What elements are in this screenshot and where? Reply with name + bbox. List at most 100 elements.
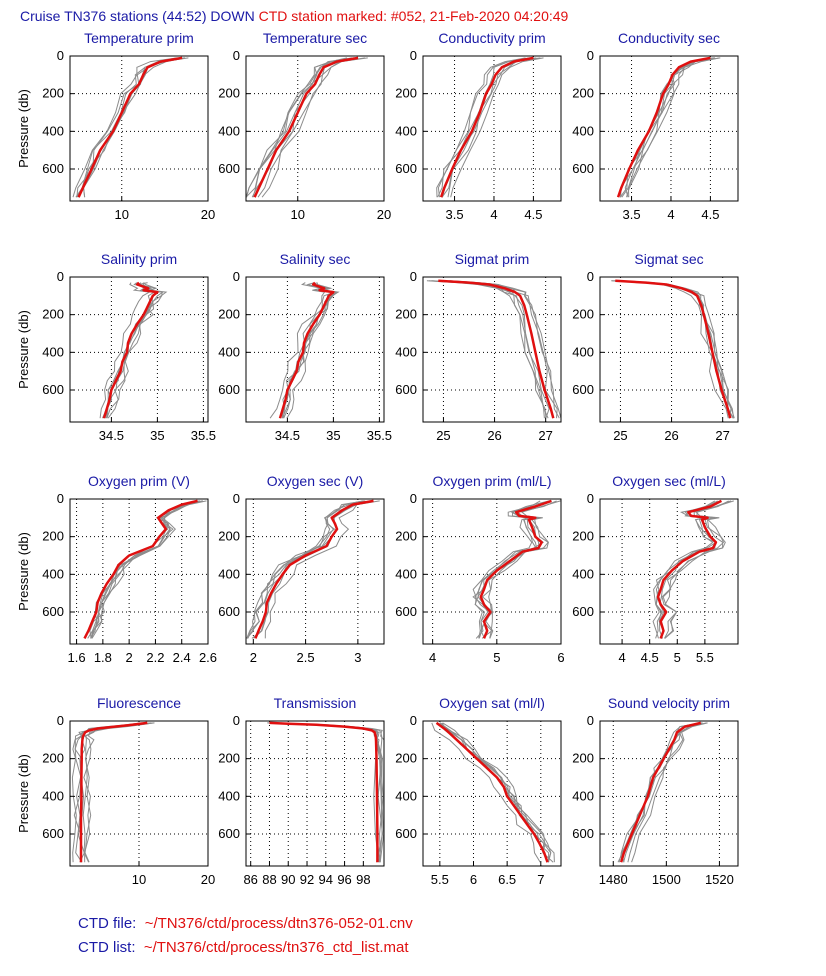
other-station-profile	[246, 57, 352, 198]
x-tick-label: 6.5	[498, 872, 516, 887]
marked-station-profile	[656, 499, 722, 639]
other-station-profile	[251, 500, 370, 639]
x-tick-label: 3.5	[446, 207, 464, 222]
other-station-profile	[428, 280, 545, 419]
other-station-profile	[76, 57, 179, 198]
y-tick-label: 0	[410, 48, 417, 63]
marked-station-profile	[619, 721, 702, 863]
x-tick-label: 96	[337, 872, 351, 887]
y-tick-label: 200	[395, 307, 417, 322]
other-station-profile	[655, 500, 722, 639]
subplot-title: Salinity sec	[280, 251, 351, 267]
x-tick-label: 2.5	[297, 650, 315, 665]
marked-station-profile	[83, 499, 198, 639]
x-tick-label: 26	[664, 428, 678, 443]
x-tick-label: 25	[436, 428, 450, 443]
y-tick-label: 600	[572, 604, 594, 619]
y-tick-label: 400	[395, 566, 417, 581]
subplot-title: Oxygen prim (V)	[88, 473, 190, 489]
marked-station-profile	[435, 721, 549, 863]
x-tick-label: 2.2	[146, 650, 164, 665]
y-tick-label: 600	[218, 826, 240, 841]
plot-frame	[245, 276, 385, 423]
y-tick-label: 400	[572, 788, 594, 803]
x-tick-label: 1480	[599, 872, 628, 887]
x-tick-label: 20	[201, 207, 215, 222]
other-station-profile	[246, 500, 364, 639]
y-tick-label: 0	[57, 48, 64, 63]
subplot-oxygen-sat-ml-l: Oxygen sat (ml/l) 5.5 6 6.5 7 0 200 400 600	[395, 695, 562, 887]
other-station-profile	[107, 282, 163, 419]
other-station-profile	[253, 500, 374, 639]
x-tick-label: 1.8	[94, 650, 112, 665]
other-station-profile	[99, 282, 152, 419]
x-tick-label: 88	[262, 872, 276, 887]
y-tick-label: 400	[572, 566, 594, 581]
y-tick-label: 0	[57, 713, 64, 728]
other-station-profile	[426, 280, 549, 419]
y-axis-label: Pressure (db)	[16, 532, 31, 611]
y-tick-label: 200	[395, 529, 417, 544]
other-station-profile	[102, 282, 165, 419]
ctd-list-label: CTD list:	[78, 939, 136, 956]
header: Cruise TN376 stations (44:52) DOWN CTD s…	[20, 8, 568, 24]
other-station-profile	[443, 280, 558, 419]
other-station-profile	[474, 500, 550, 639]
other-station-profile	[617, 280, 734, 419]
other-station-profile	[261, 57, 366, 198]
y-tick-label: 0	[233, 48, 240, 63]
y-tick-label: 200	[42, 751, 64, 766]
subplot-salinity-sec: Salinity sec 34.5 35 35.5 0 200 400 600	[218, 251, 392, 443]
plot-frame	[245, 55, 385, 202]
other-station-profile	[90, 500, 204, 639]
other-station-profile	[72, 57, 178, 198]
other-station-profile	[245, 57, 354, 198]
x-tick-label: 27	[715, 428, 729, 443]
x-tick-label: 5.5	[431, 872, 449, 887]
y-tick-label: 200	[42, 307, 64, 322]
plot-frame	[599, 55, 739, 202]
x-tick-label: 3	[354, 650, 361, 665]
y-tick-label: 400	[218, 788, 240, 803]
other-station-profile	[251, 57, 354, 198]
x-tick-label: 10	[115, 207, 129, 222]
subplot-transmission: Transmission 86 88 90 92 94 96 98 0 200 400 600	[218, 695, 385, 887]
x-tick-label: 34.5	[275, 428, 300, 443]
subplot-oxygen-sec-v: Oxygen sec (V) 2 2.5 3 0 200 400 600	[218, 473, 385, 665]
x-tick-label: 35	[150, 428, 164, 443]
subplot-title: Conductivity prim	[438, 30, 545, 46]
plot-frame	[69, 55, 209, 202]
y-tick-label: 400	[42, 344, 64, 359]
other-station-profile	[655, 500, 722, 639]
y-tick-label: 200	[572, 86, 594, 101]
ctd-list-value: ~/TN376/ctd/process/tn376_ctd_list.mat	[143, 939, 409, 956]
plot-frame	[599, 498, 739, 645]
y-tick-label: 200	[218, 529, 240, 544]
x-tick-label: 94	[319, 872, 333, 887]
marked-station-profile	[77, 56, 183, 198]
plot-frame	[599, 276, 739, 423]
x-tick-label: 20	[201, 872, 215, 887]
y-tick-label: 200	[42, 529, 64, 544]
x-tick-label: 90	[281, 872, 295, 887]
y-tick-label: 0	[233, 713, 240, 728]
other-station-profile	[623, 722, 707, 863]
plot-frame	[422, 55, 562, 202]
subplot-title: Oxygen sec (ml/L)	[612, 473, 726, 489]
y-tick-label: 600	[395, 604, 417, 619]
y-tick-label: 400	[395, 344, 417, 359]
subplot-oxygen-prim-ml-l: Oxygen prim (ml/L) 4 5 6 0 200 400 600	[395, 473, 564, 665]
x-tick-label: 92	[300, 872, 314, 887]
marked-station-profile	[269, 721, 379, 863]
y-tick-label: 0	[57, 269, 64, 284]
x-tick-label: 98	[356, 872, 370, 887]
x-tick-label: 1500	[652, 872, 681, 887]
subplot-title: Oxygen sat (ml/l)	[439, 695, 545, 711]
x-tick-label: 5.5	[696, 650, 714, 665]
marked-station-profile	[479, 499, 552, 639]
y-tick-label: 200	[395, 751, 417, 766]
x-tick-label: 1.6	[68, 650, 86, 665]
subplot-oxygen-prim-v: Oxygen prim (V) 1.6 1.8 2 2.2 2.4 2.6 0 200 400 60…	[16, 473, 217, 665]
